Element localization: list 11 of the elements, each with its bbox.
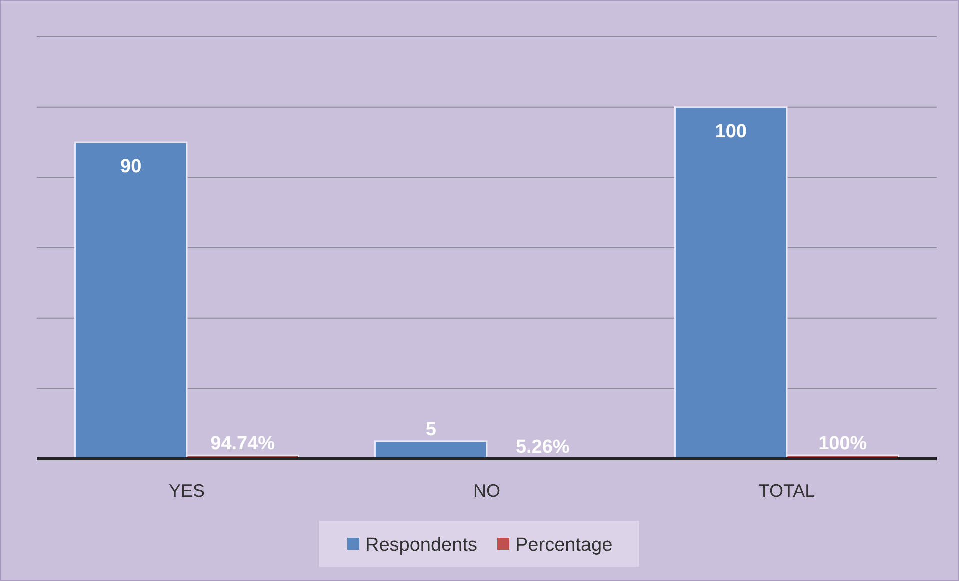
x-tick-label: NO bbox=[474, 481, 500, 501]
legend-label: Respondents bbox=[366, 535, 478, 556]
data-label: 5 bbox=[426, 419, 437, 440]
x-tick-label: TOTAL bbox=[758, 481, 816, 501]
data-label: 100% bbox=[818, 433, 868, 454]
data-label: 90 bbox=[120, 156, 142, 178]
x-tick-label: YES bbox=[168, 481, 206, 501]
data-label: 100 bbox=[715, 121, 747, 142]
legend-label: Percentage bbox=[516, 535, 613, 556]
data-label: 94.74% bbox=[210, 434, 276, 455]
data-label: 5.26% bbox=[516, 436, 570, 458]
